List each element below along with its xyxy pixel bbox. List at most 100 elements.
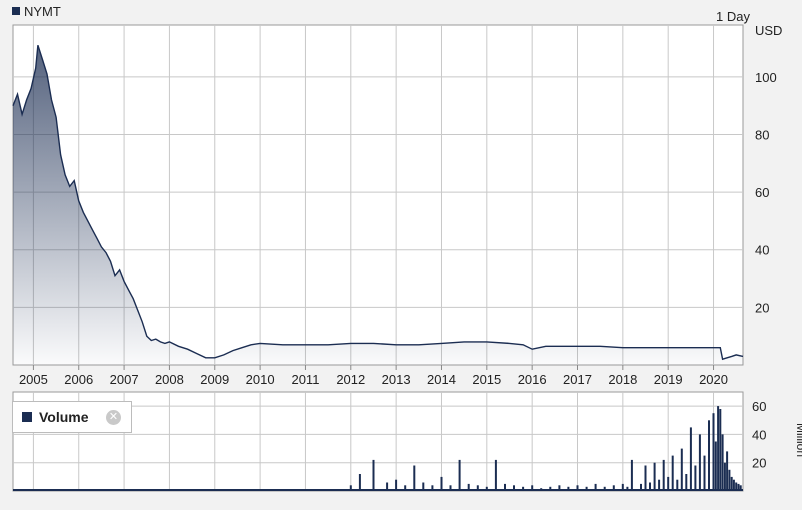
volume-bar [698, 434, 701, 491]
x-tick-label: 2013 [382, 372, 411, 387]
volume-y-tick-label: 20 [752, 456, 766, 471]
volume-bar [726, 451, 729, 491]
volume-bar [594, 483, 597, 491]
volume-bar [658, 479, 661, 491]
volume-bar [667, 476, 670, 491]
x-axis: 2005 2006 2007 2008 2009 2010 2011 2012 2013 2014… [19, 365, 728, 387]
volume-bar [621, 483, 624, 491]
volume-bar [567, 486, 570, 491]
volume-y-axis: 20 40 60 [752, 399, 766, 471]
volume-y-tick-label: 40 [752, 427, 766, 442]
volume-bar [714, 441, 717, 491]
price-y-tick-label: 100 [755, 70, 777, 85]
volume-bar [649, 482, 651, 491]
price-area [13, 45, 743, 365]
volume-bar [458, 459, 461, 491]
volume-bar [395, 479, 398, 491]
volume-bar [431, 485, 434, 491]
volume-bar [549, 486, 552, 491]
volume-bar [685, 474, 688, 491]
ticker-label: NYMT [24, 4, 61, 19]
volume-bar [630, 459, 633, 491]
x-tick-label: 2008 [155, 372, 184, 387]
close-icon[interactable]: ✕ [106, 409, 121, 425]
volume-bar [719, 409, 722, 491]
volume-bar [676, 479, 679, 491]
volume-bars [13, 406, 743, 491]
price-line [12, 44, 744, 361]
volume-bar [626, 486, 629, 491]
volume-bar [558, 485, 561, 491]
volume-bar [612, 485, 615, 491]
ticker-swatch [12, 7, 20, 15]
x-tick-label: 2010 [246, 372, 275, 387]
x-tick-label: 2016 [518, 372, 547, 387]
volume-bar [728, 469, 731, 491]
volume-bar [449, 485, 452, 491]
volume-bar [653, 462, 656, 491]
volume-bar [680, 448, 683, 491]
volume-y-tick-label: 60 [752, 399, 766, 414]
volume-bar [717, 406, 720, 491]
volume-bar [708, 420, 710, 491]
volume-bar [732, 479, 735, 491]
volume-bar [404, 485, 407, 491]
volume-bar [644, 465, 647, 491]
x-tick-label: 2009 [200, 372, 229, 387]
volume-bar [737, 483, 740, 491]
x-tick-label: 2011 [291, 372, 319, 387]
volume-bar [640, 483, 642, 491]
x-tick-label: 2015 [472, 372, 501, 387]
volume-bar [723, 462, 726, 491]
price-y-axis: 20 40 60 80 100 [755, 70, 777, 316]
x-tick-label: 2018 [608, 372, 637, 387]
x-tick-label: 2019 [654, 372, 683, 387]
volume-bar [504, 483, 506, 491]
volume-bar [440, 476, 443, 491]
volume-bar [603, 486, 606, 491]
volume-bar [576, 485, 579, 491]
x-tick-label: 2020 [699, 372, 728, 387]
volume-bar [703, 455, 706, 491]
volume-bar [485, 486, 488, 491]
volume-bar [386, 482, 389, 491]
volume-bar [358, 474, 361, 491]
volume-bar [712, 413, 715, 491]
volume-bar [349, 485, 352, 491]
volume-bar [494, 459, 497, 491]
volume-bar [671, 455, 674, 491]
x-tick-label: 2012 [336, 372, 365, 387]
volume-bar [522, 486, 525, 491]
volume-bar [531, 485, 534, 491]
volume-bar [467, 483, 470, 491]
volume-legend-swatch [22, 412, 32, 422]
volume-bar [422, 482, 425, 491]
volume-bar [735, 482, 738, 491]
volume-bar [689, 427, 692, 491]
volume-legend: Volume ✕ [12, 401, 132, 433]
price-y-tick-label: 20 [755, 300, 769, 315]
volume-legend-label: Volume [39, 409, 89, 425]
price-y-tick-label: 60 [755, 185, 769, 200]
price-axis-unit: USD [755, 23, 782, 38]
volume-bar [372, 459, 375, 491]
volume-bar [730, 476, 733, 491]
x-tick-label: 2006 [64, 372, 93, 387]
volume-bar [513, 485, 515, 491]
price-y-tick-label: 80 [755, 127, 769, 142]
volume-bar [739, 485, 742, 491]
volume-bar [585, 486, 588, 491]
volume-grid [13, 392, 743, 491]
volume-bar [413, 465, 416, 491]
volume-bar [476, 485, 479, 491]
x-tick-label: 2014 [427, 372, 456, 387]
x-tick-label: 2007 [110, 372, 139, 387]
volume-axis-unit: Million [794, 423, 802, 457]
volume-bar [694, 465, 697, 491]
volume-bar [721, 434, 724, 491]
interval-button[interactable]: 1 Day [716, 9, 750, 24]
volume-bar [662, 459, 665, 491]
x-tick-label: 2005 [19, 372, 48, 387]
x-tick-label: 2017 [563, 372, 592, 387]
